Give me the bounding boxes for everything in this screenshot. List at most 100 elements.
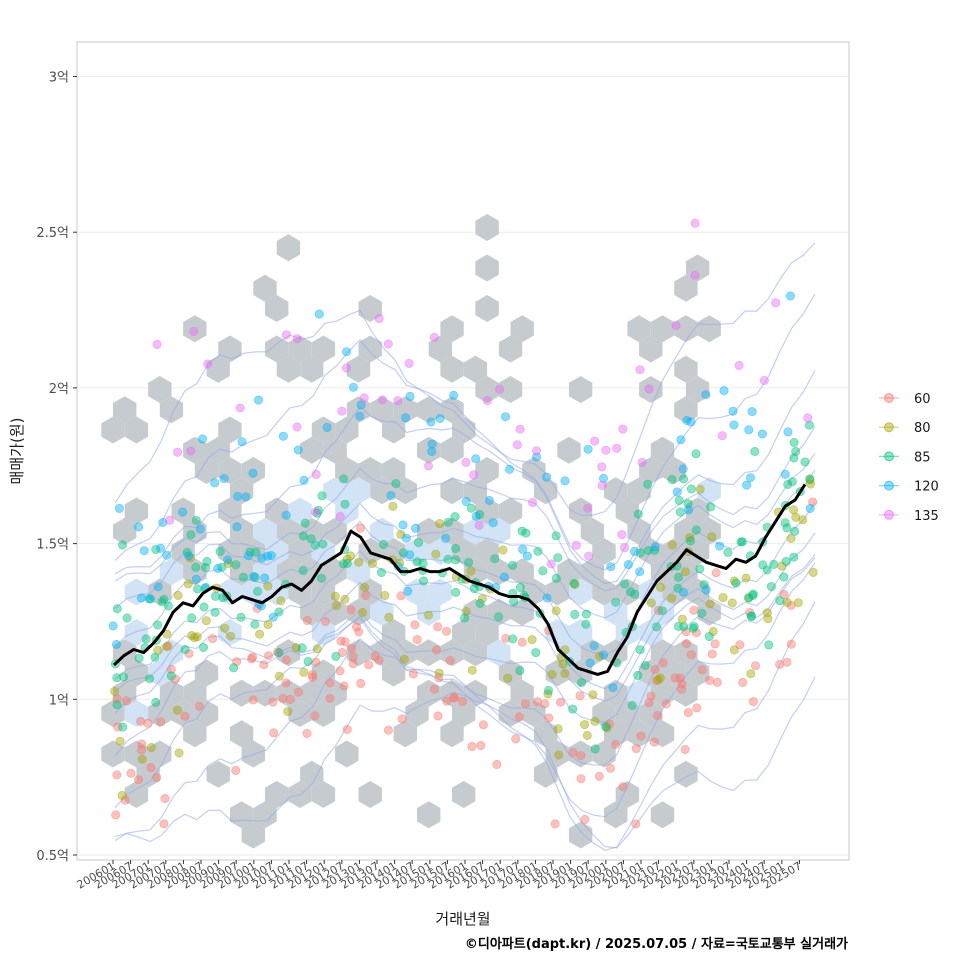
data-point-120	[299, 475, 309, 485]
hexbin-cell	[265, 538, 289, 565]
data-point-85	[466, 503, 476, 513]
hexbin-cell	[417, 801, 441, 829]
data-point-135	[590, 436, 600, 446]
data-point-120	[500, 412, 510, 422]
data-point-120	[499, 572, 509, 582]
data-point-80	[283, 706, 293, 716]
hexbin-cell	[615, 781, 640, 808]
data-point-85	[239, 572, 249, 582]
hexbin-cell	[627, 679, 651, 707]
data-point-60	[396, 591, 406, 601]
data-point-85	[210, 607, 220, 617]
hexbin-cell	[522, 700, 546, 727]
data-point-60	[146, 763, 156, 773]
data-point-80	[789, 505, 799, 515]
data-point-120	[210, 478, 220, 488]
data-point-80	[685, 533, 695, 543]
hexbin-cell	[218, 497, 242, 525]
data-point-120	[195, 524, 205, 534]
data-point-60	[293, 687, 303, 697]
data-point-135	[597, 480, 607, 490]
hexbin-cell	[276, 639, 301, 667]
hexbin-cell	[463, 355, 488, 383]
hexbin-cell	[253, 274, 277, 302]
data-point-85	[697, 608, 707, 618]
data-point-85	[533, 546, 543, 556]
data-point-120	[237, 437, 247, 447]
data-point-135	[759, 375, 769, 385]
hexbin-cell	[311, 619, 336, 646]
hexbin-cell	[159, 679, 184, 707]
data-point-80	[729, 645, 739, 655]
data-point-60	[677, 679, 687, 689]
data-point-85	[635, 645, 645, 655]
hexbin-cell	[650, 436, 675, 464]
data-point-85	[274, 648, 284, 658]
hexbin-cell	[627, 720, 651, 748]
hexbin-cell	[229, 801, 254, 829]
hexbin-cell	[148, 578, 172, 606]
data-point-120	[405, 391, 415, 401]
data-point-120	[684, 505, 694, 515]
data-point-60	[677, 684, 687, 694]
data-point-80	[553, 724, 563, 734]
data-point-135	[601, 445, 611, 455]
data-point-85	[331, 651, 341, 661]
data-point-135	[337, 406, 347, 416]
data-point-85	[469, 584, 479, 594]
data-point-120	[108, 621, 118, 631]
data-point-85	[298, 565, 308, 575]
data-point-85	[494, 612, 504, 622]
data-point-120	[701, 585, 711, 595]
data-point-135	[803, 413, 813, 423]
data-point-120	[244, 551, 254, 561]
data-point-120	[322, 422, 332, 432]
data-point-85	[691, 449, 701, 459]
hexbin-cell	[510, 558, 534, 586]
data-point-85	[460, 613, 470, 623]
data-point-60	[361, 590, 371, 600]
data-point-80	[782, 597, 792, 607]
data-point-135	[734, 360, 744, 370]
data-point-85	[766, 582, 776, 592]
data-point-85	[118, 722, 128, 732]
data-point-135	[690, 218, 700, 228]
data-point-60	[692, 703, 702, 713]
data-point-85	[699, 580, 709, 590]
data-point-85	[211, 591, 221, 601]
hexbin-cell	[358, 457, 382, 484]
data-point-120	[583, 444, 593, 454]
hexbin-cell	[381, 457, 406, 484]
data-point-85	[633, 670, 643, 680]
data-point-120	[401, 413, 411, 423]
data-point-85	[650, 545, 660, 555]
data-point-120	[184, 551, 194, 561]
data-point-120	[629, 546, 639, 556]
data-point-120	[623, 560, 633, 570]
data-point-60	[348, 659, 358, 669]
data-point-60	[707, 649, 717, 659]
data-point-135	[341, 363, 351, 373]
data-point-80	[551, 606, 561, 616]
data-point-135	[482, 396, 492, 406]
data-point-85	[316, 573, 326, 583]
hexbin-cell	[159, 396, 184, 424]
data-point-85	[186, 530, 196, 540]
data-point-120	[427, 447, 437, 457]
hexbin-cell	[592, 538, 616, 565]
legend-key-120	[884, 480, 894, 491]
data-point-85	[675, 507, 685, 517]
data-point-135	[203, 359, 213, 369]
hexbin-cell	[475, 254, 499, 282]
data-point-85	[464, 557, 474, 567]
data-point-85	[134, 653, 144, 663]
data-point-120	[744, 425, 754, 435]
data-point-60	[492, 759, 502, 769]
hexbin-cell	[346, 355, 371, 383]
data-point-80	[718, 593, 728, 603]
data-point-60	[680, 744, 690, 754]
data-point-60	[231, 765, 241, 775]
hexbin-cell	[475, 457, 499, 484]
hexbin-cell	[569, 578, 593, 606]
data-point-60	[501, 633, 511, 643]
